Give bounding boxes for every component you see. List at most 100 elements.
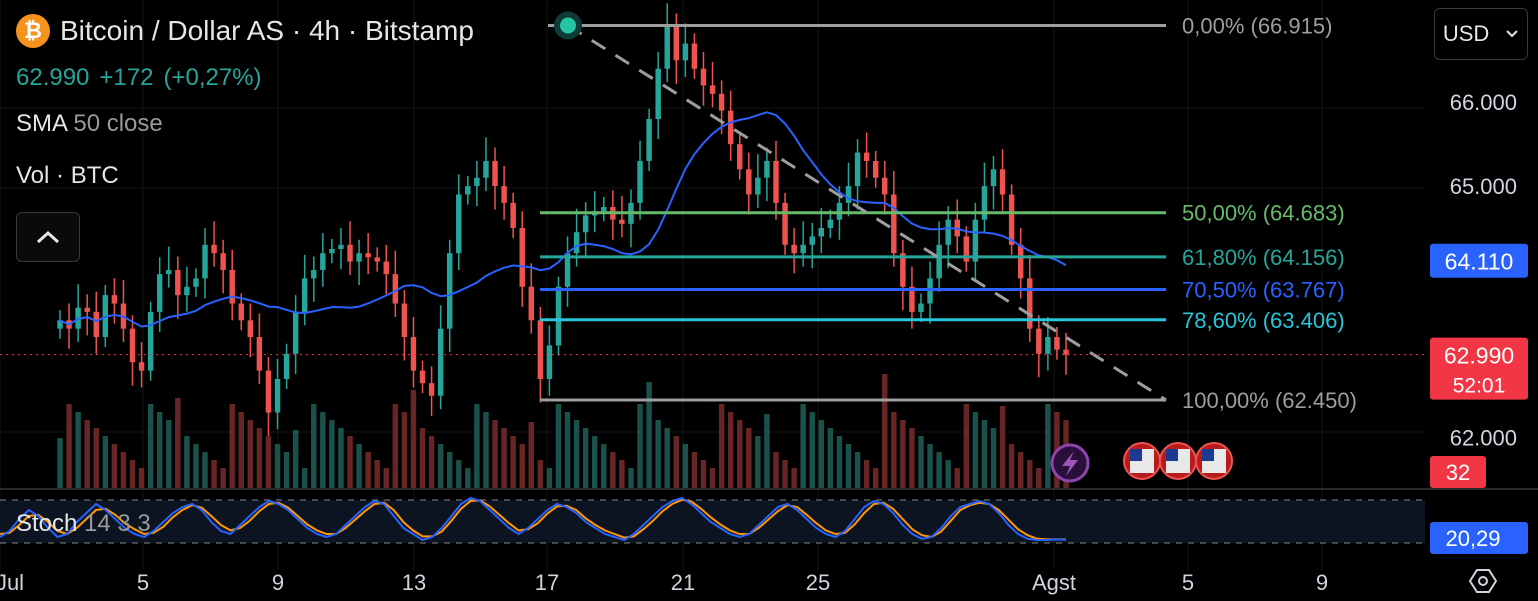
volume-bar	[682, 444, 689, 488]
candle	[999, 169, 1006, 195]
candle	[1027, 278, 1033, 329]
x-tick-label: Jul	[0, 570, 24, 595]
currency-select[interactable]: USD	[1434, 8, 1528, 60]
volume-bar	[1017, 452, 1024, 488]
candle	[809, 236, 815, 245]
volume-indicator-label[interactable]: Vol · BTC	[16, 162, 119, 189]
volume-bar	[592, 436, 598, 488]
candle	[827, 219, 834, 229]
volume-bar	[1045, 404, 1051, 488]
candle	[646, 119, 652, 161]
candle	[918, 303, 924, 312]
volume-bar	[601, 444, 607, 488]
volume-bar	[247, 420, 254, 488]
volume-bar	[57, 438, 63, 488]
candle	[401, 303, 408, 338]
candle	[419, 370, 426, 384]
volume-bar	[827, 428, 834, 488]
candle	[492, 160, 498, 187]
price-tag-sma	[1430, 243, 1528, 278]
volume-bar	[718, 404, 725, 488]
candle	[166, 269, 172, 275]
volume-bar	[990, 428, 997, 488]
candle	[782, 202, 788, 245]
volume-bar	[256, 428, 263, 488]
volume-bar	[320, 412, 326, 488]
collapse-indicators-button[interactable]	[16, 212, 80, 262]
volume-bar	[311, 404, 317, 488]
volume-bar	[709, 468, 716, 488]
us-flag-icon-canton	[1130, 449, 1142, 461]
volume-bar	[229, 404, 235, 488]
sma-indicator-label[interactable]: SMA 50 close	[16, 110, 163, 138]
volume-bar	[528, 422, 534, 488]
us-flag-icon-canton	[1202, 449, 1214, 461]
candle	[900, 253, 906, 287]
candle	[637, 160, 643, 203]
volume-bar	[292, 430, 299, 488]
candle	[338, 244, 344, 249]
candle	[247, 320, 254, 338]
candle	[229, 269, 235, 304]
candle	[737, 144, 743, 170]
candle	[356, 253, 362, 262]
volume-bar	[93, 428, 99, 488]
flash-icon-bolt	[1062, 451, 1078, 476]
volume-bar	[410, 390, 417, 488]
symbol-title[interactable]: Bitcoin / Dollar AS · 4h · Bitstamp	[60, 15, 474, 46]
volume-bar	[446, 452, 453, 488]
fib-trend-line	[567, 24, 1167, 402]
price-quote: 62.990 +172 (+0,27%)	[16, 64, 272, 92]
volume-bar	[782, 460, 788, 488]
volume-bar	[891, 412, 897, 488]
volume-bar	[999, 406, 1006, 488]
volume-bar	[918, 436, 924, 488]
candle	[138, 362, 145, 371]
candle	[202, 244, 208, 279]
stoch-tag-text: 20,29	[1445, 526, 1500, 551]
stoch-indicator-label[interactable]: Stoch 14 3 3	[16, 510, 151, 538]
bitcoin-icon: ₿	[16, 14, 50, 48]
volume-tag-text: 32	[1446, 460, 1470, 485]
volume-bar	[809, 412, 815, 488]
candle	[329, 249, 335, 254]
candle	[93, 311, 99, 338]
candle	[691, 43, 698, 69]
fib-level-label: 70,50% (63.767)	[1182, 278, 1345, 303]
volume-bar	[791, 468, 797, 488]
candle	[1054, 337, 1060, 350]
volume-bar	[184, 436, 190, 488]
volume-bar	[972, 412, 979, 488]
candle	[682, 43, 689, 61]
volume-bar	[283, 452, 290, 488]
sma-line	[59, 111, 1067, 328]
chart-header: ₿ Bitcoin / Dollar AS · 4h · Bitstamp	[16, 14, 474, 48]
volume-bar	[492, 420, 498, 488]
candle	[963, 236, 970, 262]
candle	[718, 93, 725, 111]
candle	[555, 286, 562, 346]
us-flag-icon-canton	[1166, 449, 1178, 461]
volume-bar	[582, 428, 589, 488]
volume-bar	[347, 436, 353, 488]
settings-icon[interactable]	[1466, 568, 1500, 596]
volume-bar	[510, 436, 516, 488]
x-tick-label: Agst	[1032, 570, 1076, 595]
volume-bar	[546, 468, 553, 488]
x-tick-label: 17	[535, 570, 559, 595]
candle	[156, 274, 163, 312]
candle	[437, 328, 444, 396]
volume-bar	[211, 460, 217, 488]
candle	[854, 152, 861, 187]
candle	[882, 177, 888, 195]
candle	[383, 261, 389, 275]
volume-bar	[637, 404, 643, 488]
candle	[909, 286, 915, 312]
stoch-band	[0, 500, 1425, 543]
price-change-pct: (+0,27%)	[163, 64, 262, 91]
candle	[872, 160, 879, 178]
volume-bar	[301, 468, 308, 488]
price-tag-last-text: 62.990	[1444, 343, 1514, 369]
candle	[111, 295, 118, 304]
